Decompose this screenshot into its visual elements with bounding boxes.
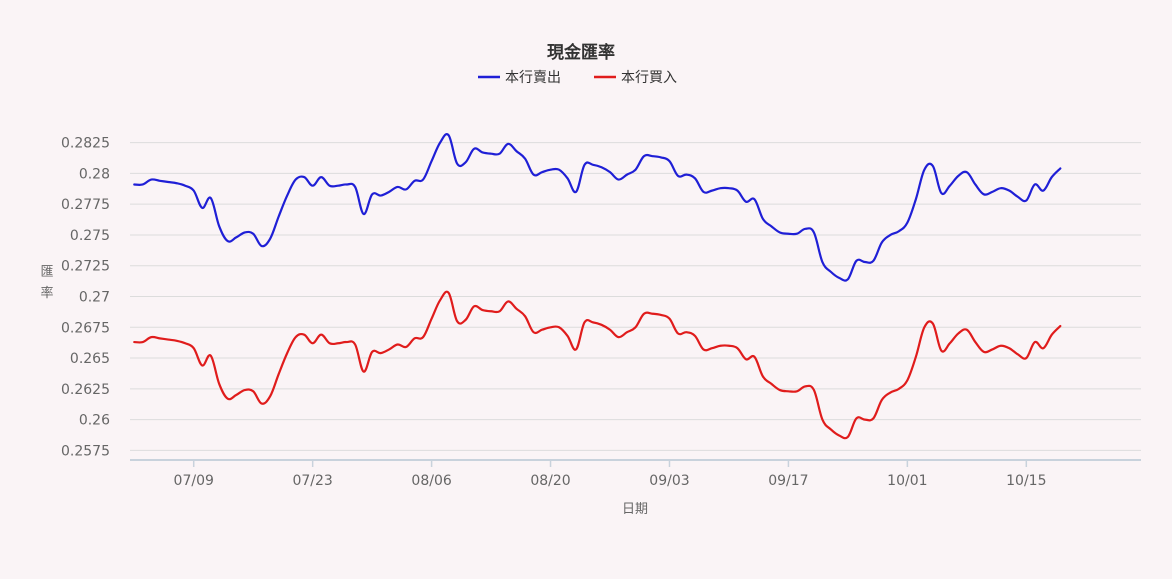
- y-axis-label-char-1: 匯: [40, 265, 53, 280]
- y-axis-ticks: 0.2575 0.26 0.2625 0.265 0.2675 0.27 0.2725 0.2…: [61, 136, 110, 460]
- y-tick-label: 0.26: [79, 413, 110, 429]
- series-line-buy[interactable]: [133, 290, 1062, 440]
- chart-title: 現金匯率: [547, 42, 615, 63]
- x-tick-label: 08/20: [530, 473, 570, 489]
- x-tick-label: 08/06: [411, 473, 451, 489]
- series-line-sell[interactable]: [133, 133, 1062, 282]
- y-tick-label: 0.2775: [61, 197, 110, 213]
- x-tick-label: 09/03: [649, 473, 689, 489]
- series-lines: [133, 133, 1062, 440]
- y-tick-label: 0.265: [70, 351, 110, 367]
- legend-label-sell: 本行賣出: [505, 70, 561, 86]
- x-tick-label: 10/01: [887, 473, 927, 489]
- x-tick-label: 10/15: [1006, 473, 1046, 489]
- grid: [130, 142, 1141, 451]
- y-axis-label-char-2: 率: [40, 285, 53, 301]
- legend-item-sell[interactable]: 本行賣出: [478, 70, 561, 86]
- y-tick-label: 0.28: [79, 166, 110, 182]
- y-tick-label: 0.2825: [61, 136, 110, 152]
- y-tick-label: 0.2725: [61, 259, 110, 275]
- y-tick-label: 0.2675: [61, 320, 110, 336]
- x-tick-label: 09/17: [768, 473, 808, 489]
- legend[interactable]: 本行賣出 本行買入: [478, 70, 677, 86]
- y-tick-label: 0.275: [70, 228, 110, 244]
- x-tick-label: 07/09: [174, 473, 214, 489]
- y-tick-label: 0.27: [79, 290, 110, 306]
- y-tick-label: 0.2575: [61, 443, 110, 459]
- legend-item-buy[interactable]: 本行買入: [594, 70, 677, 86]
- legend-label-buy: 本行買入: [621, 70, 677, 86]
- x-axis: 07/09 07/23 08/06 08/20 09/03 09/17 10/01 10/15: [130, 459, 1141, 489]
- x-tick-label: 07/23: [292, 473, 332, 489]
- y-tick-label: 0.2625: [61, 382, 110, 398]
- x-axis-label: 日期: [622, 502, 648, 517]
